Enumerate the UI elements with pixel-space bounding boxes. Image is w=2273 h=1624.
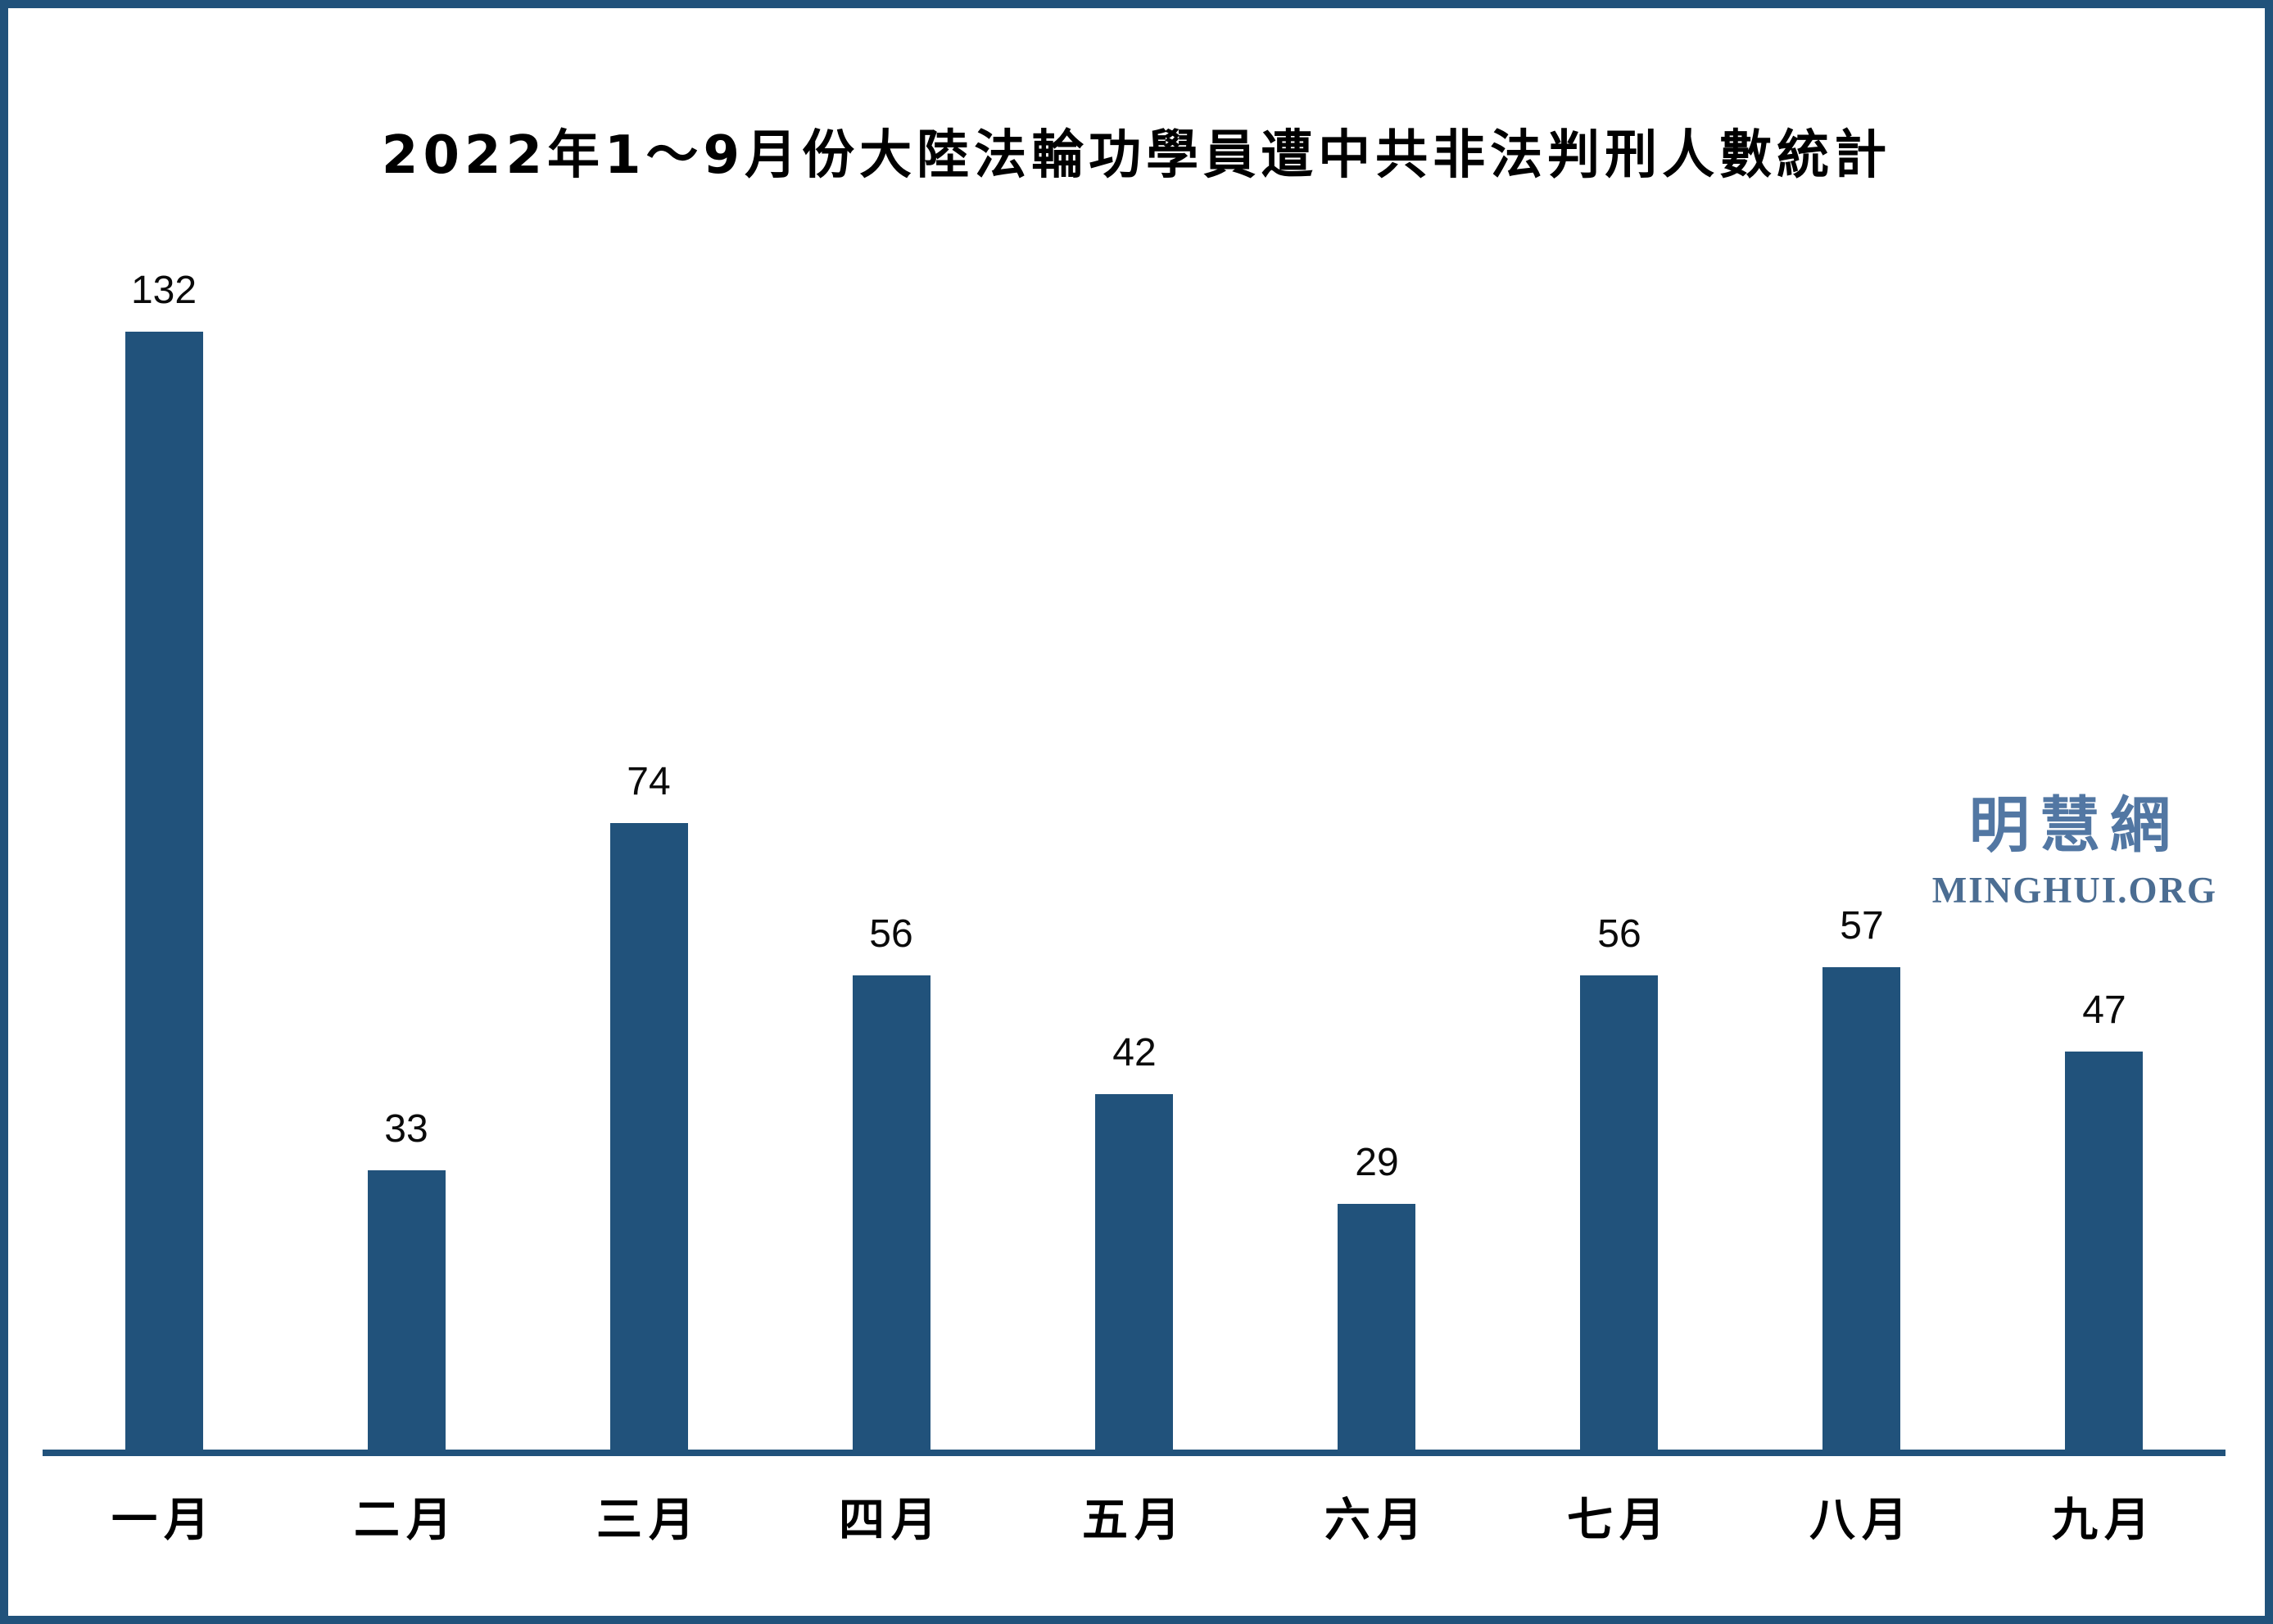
bar-value-label: 29 <box>1355 1141 1399 1184</box>
x-axis-label: 八月 <box>1809 1494 1914 1547</box>
minghui-logo-cn: 明慧網 <box>1968 790 2180 861</box>
x-axis-label: 二月 <box>354 1494 459 1547</box>
x-axis-label: 七月 <box>1567 1494 1672 1547</box>
bar-value-label: 47 <box>2082 988 2126 1032</box>
x-axis-label: 一月 <box>111 1494 216 1547</box>
chart-title: 2022年1～9月份大陸法輪功學員遭中共非法判刑人數統計 <box>381 125 1892 186</box>
bar-value-label: 74 <box>627 760 671 803</box>
bar-value-label: 56 <box>1597 912 1641 956</box>
x-axis-label: 五月 <box>1082 1494 1187 1547</box>
bar <box>610 823 688 1453</box>
bar <box>125 332 203 1453</box>
x-axis-label: 三月 <box>596 1494 701 1547</box>
bar <box>1095 1094 1173 1453</box>
x-axis-label: 六月 <box>1324 1494 1429 1547</box>
plot-area: 132 一月 33 二月 74 三月 56 四月 42 五月 29 六月 56 七月 57 八月 47 九月 <box>8 8 2265 1616</box>
bar <box>1580 975 1658 1453</box>
bar-value-label: 132 <box>130 269 197 312</box>
bar-value-label: 33 <box>384 1107 428 1151</box>
x-axis-line <box>43 1450 2225 1456</box>
bar-value-label: 57 <box>1840 904 1884 948</box>
minghui-watermark: 明慧網 MINGHUI.ORG <box>1932 776 2217 912</box>
bar <box>1822 967 1900 1453</box>
bar <box>2065 1052 2143 1453</box>
bar <box>368 1170 446 1453</box>
bar <box>1338 1204 1415 1453</box>
x-axis-label: 九月 <box>2052 1494 2157 1547</box>
bar-value-label: 56 <box>869 912 913 956</box>
x-axis-label: 四月 <box>839 1494 944 1547</box>
bar <box>853 975 930 1453</box>
minghui-logo-en: MINGHUI.ORG <box>1931 870 2217 911</box>
bar-value-label: 42 <box>1112 1031 1157 1074</box>
